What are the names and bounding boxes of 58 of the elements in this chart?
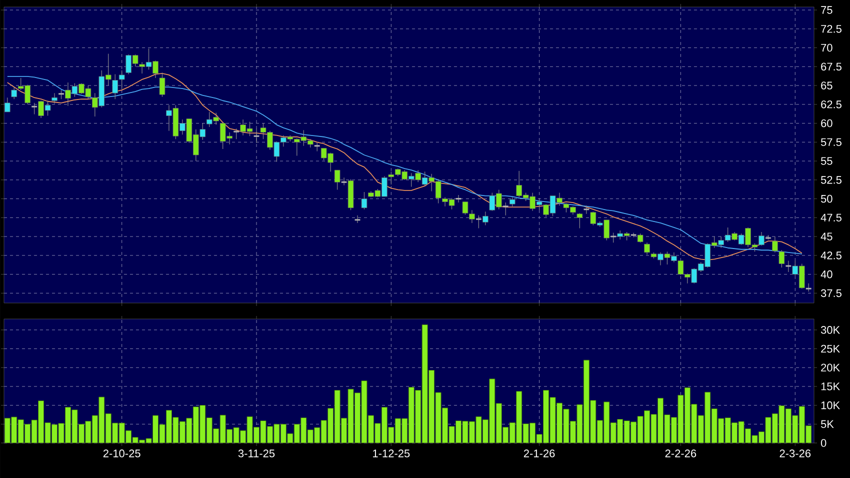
candlestick	[11, 86, 18, 100]
candlestick	[58, 90, 65, 100]
candlestick	[52, 92, 58, 104]
y-tick-label: 45	[820, 232, 832, 240]
candlestick	[232, 128, 240, 140]
candlestick	[253, 128, 260, 144]
x-tick-label: 2-1-26	[524, 450, 555, 458]
y-tick-label: 62.5	[821, 100, 842, 108]
y-tick-label: 50	[820, 194, 832, 203]
candlestick	[455, 194, 462, 203]
candlestick	[630, 232, 637, 238]
candlestick	[334, 170, 340, 190]
candlestick	[159, 72, 166, 98]
y-tick-label: 37.5	[820, 289, 842, 298]
y-tick-label: 72.5	[821, 25, 842, 33]
x-tick-label: 2-2-26	[665, 450, 696, 458]
y-tick-label: 75	[821, 6, 832, 14]
candlestick	[30, 102, 38, 115]
candlestick	[354, 215, 361, 224]
candlestick	[778, 250, 785, 268]
candlestick	[361, 192, 368, 210]
candlestick	[637, 233, 644, 243]
y-tick-label: 67.5	[821, 62, 842, 71]
candlestick	[112, 74, 118, 100]
candlestick	[482, 211, 488, 226]
y-tick-label: 70	[821, 44, 832, 52]
candlestick	[502, 202, 510, 216]
candlestick	[469, 210, 475, 224]
y-tick-label: 10K	[821, 401, 840, 410]
candlestick	[772, 236, 778, 253]
candlestick	[4, 97, 10, 112]
candlestick	[118, 70, 125, 90]
x-tick-label: 2-10-25	[103, 450, 140, 458]
y-tick-label: 0	[820, 439, 826, 447]
y-tick-label: 5K	[820, 420, 834, 428]
y-tick-label: 30K	[820, 326, 840, 334]
x-tick-label: 3-11-25	[238, 450, 275, 458]
x-tick-label: 2-3-26	[780, 450, 811, 458]
candlestick	[610, 232, 617, 243]
candlestick	[340, 177, 348, 186]
x-tick-label: 1-12-25	[373, 450, 410, 458]
y-tick-label: 55	[820, 157, 832, 165]
candlestick	[509, 196, 516, 207]
y-tick-label: 15K	[821, 382, 840, 390]
candlestick	[475, 215, 482, 229]
y-tick-label: 52.5	[820, 176, 842, 184]
y-tick-label: 57.5	[820, 138, 842, 146]
candlestick	[462, 202, 468, 215]
y-tick-label: 40	[820, 270, 832, 278]
y-tick-label: 20K	[821, 364, 840, 372]
candlestick	[784, 260, 792, 272]
y-tick-label: 47.5	[820, 214, 842, 222]
y-tick-label: 42.5	[820, 252, 842, 260]
candlestick	[576, 212, 583, 229]
y-tick-label: 60	[821, 119, 832, 128]
y-tick-label: 65	[821, 82, 832, 90]
candlestick	[644, 242, 650, 255]
y-tick-label: 25K	[821, 344, 840, 353]
